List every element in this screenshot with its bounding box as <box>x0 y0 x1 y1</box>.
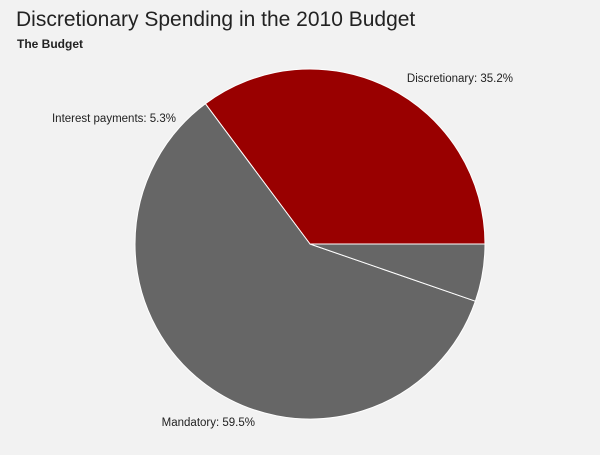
pie-slice-mandatory <box>134 103 476 420</box>
pie-slice-interest-payments <box>309 243 486 302</box>
chart-title: Discretionary Spending in the 2010 Budge… <box>16 8 416 31</box>
slice-label-interest-payments: Interest payments: 5.3% <box>52 113 176 125</box>
slice-label-mandatory: Mandatory: 59.5% <box>162 417 255 429</box>
slice-label-discretionary: Discretionary: 35.2% <box>407 73 513 85</box>
pie-slice-discretionary <box>204 68 486 245</box>
chart-subtitle: The Budget <box>17 37 83 51</box>
